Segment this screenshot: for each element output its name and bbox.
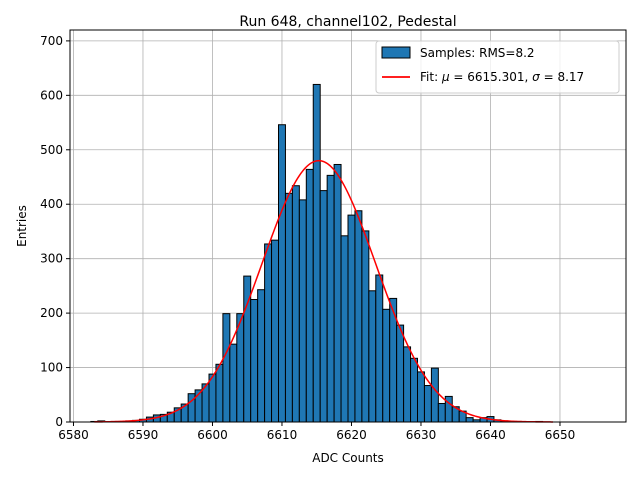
histogram-bar-6609 (271, 239, 279, 423)
histogram-bar-6623 (368, 290, 377, 423)
histogram-bar-6606 (250, 299, 259, 423)
histogram-bar-6611 (284, 192, 293, 423)
histogram-bar-6614 (305, 168, 314, 423)
histogram-bar-6608 (264, 243, 273, 423)
y-axis-ticks: 0 100 200 300 400 500 600 700 (40, 34, 70, 429)
y-tick-label-4: 400 (40, 197, 63, 211)
legend-fit-label: Fit: μ = 6615.301, σ = 8.17 (420, 70, 584, 84)
legend-fit-sigma-symbol: σ (532, 70, 540, 84)
x-tick-label-5: 6630 (406, 428, 437, 442)
fit-curve (94, 159, 554, 423)
histogram-bar-6621 (354, 210, 363, 423)
chart-title: Run 648, channel102, Pedestal (239, 14, 456, 30)
histogram-bar-6620 (347, 214, 356, 423)
x-tick-label-3: 6610 (267, 428, 298, 442)
histogram-bar-6612 (291, 185, 300, 423)
y-tick-label-7: 700 (40, 34, 63, 48)
y-tick-label-2: 200 (40, 306, 63, 320)
histogram-bar-6607 (257, 289, 266, 423)
histogram-bar-6618 (333, 163, 342, 423)
histogram-bar-6632 (430, 367, 439, 423)
y-axis-label: Entries (15, 205, 29, 247)
histogram-bar-6624 (375, 274, 384, 423)
x-tick-label-4: 6620 (336, 428, 367, 442)
legend-fit-prefix: Fit: (420, 70, 442, 84)
x-axis-label: ADC Counts (312, 451, 384, 465)
histogram-bar-6610 (278, 124, 286, 423)
legend-box (375, 40, 620, 94)
plot-area: 6580 6590 6600 6610 6620 6630 6640 6650 0 100 200… (40, 29, 627, 442)
y-tick-label-6: 600 (40, 88, 63, 102)
legend-fit-sigma-value: = 8.17 (540, 70, 584, 84)
x-tick-label-7: 6650 (545, 428, 576, 442)
histogram-bar-6629 (410, 357, 418, 423)
histogram-bar-6631 (423, 385, 432, 423)
histogram-bars (90, 83, 544, 423)
legend-hist-label: Samples: RMS=8.2 (420, 46, 535, 60)
y-tick-label-3: 300 (40, 252, 63, 266)
histogram-bar-6617 (326, 174, 335, 423)
histogram-bar-6602 (222, 313, 231, 423)
histogram-bar-6619 (340, 235, 349, 423)
legend-fit-mu-value: = 6615.301, (450, 70, 533, 84)
histogram-bar-6637 (465, 417, 474, 423)
legend-hist-swatch (381, 46, 411, 59)
y-tick-label-1: 100 (40, 361, 63, 375)
histogram-bar-6625 (382, 308, 391, 423)
legend-fit-mu-symbol: μ (441, 70, 450, 84)
histogram-bar-6630 (417, 371, 425, 423)
histogram-bar-6622 (361, 230, 370, 423)
y-tick-label-5: 500 (40, 143, 63, 157)
histogram-bar-6615 (312, 83, 321, 423)
x-tick-label-2: 6600 (197, 428, 228, 442)
histogram-bar-6633 (437, 402, 446, 423)
histogram-bar-6604 (236, 313, 245, 423)
histogram-bar-6616 (319, 190, 328, 423)
histogram-bar-6603 (229, 343, 238, 423)
x-tick-label-0: 6580 (58, 428, 89, 442)
x-tick-label-6: 6640 (475, 428, 506, 442)
histogram-bar-6601 (215, 363, 224, 423)
x-axis-ticks: 6580 6590 6600 6610 6620 6630 6640 6650 (58, 422, 575, 442)
histogram-bar-6613 (298, 199, 307, 423)
x-tick-label-1: 6590 (128, 428, 159, 442)
axes-frame (69, 29, 627, 423)
legend: Samples: RMS=8.2 Fit: μ = 6615.301, σ = … (375, 40, 620, 94)
histogram-bar-6628 (403, 346, 412, 423)
histogram-bar-6627 (396, 324, 405, 423)
y-tick-label-0: 0 (55, 415, 63, 429)
